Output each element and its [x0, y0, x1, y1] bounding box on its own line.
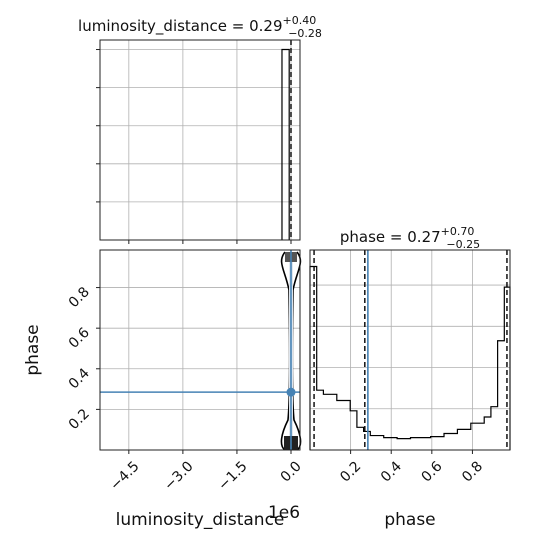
joint-contour-outer-right: [291, 251, 302, 451]
phase-hist-bars: [309, 265, 511, 450]
joint-offset-label: 1e6: [268, 503, 300, 523]
phase-hist-xtick-label-0: 0.2: [337, 458, 364, 485]
joint-ytick-label-0: 0.2: [66, 406, 93, 433]
joint-grid: [100, 250, 300, 450]
joint-xtick-label-3: 0.0: [278, 458, 305, 485]
phase-hist-xtick-label-3: 0.8: [459, 458, 486, 485]
lum-hist-panel: luminosity_distance = 0.29+0.40 −0.28: [78, 14, 322, 244]
phase-hist-title: phase = 0.27+0.70 −0.25: [340, 225, 480, 251]
lum-hist-frame: [99, 39, 301, 241]
joint-xtick-label-2: −1.5: [215, 458, 250, 493]
joint-truth-point: [286, 387, 296, 397]
lum-hist-ticks: [96, 49, 292, 244]
joint-contour-outer-left: [280, 251, 291, 451]
phase-hist-grid: [310, 250, 510, 450]
joint-xtick-label-1: −3.0: [161, 458, 196, 493]
lum-hist-grid: [100, 40, 300, 240]
phase-hist-xtick-label-2: 0.6: [419, 458, 446, 485]
joint-ticks: −4.5 −3.0 −1.5 0.0 0.2 0.4 0.6 0.8: [66, 284, 305, 494]
joint-xlabel: luminosity_distance: [116, 510, 285, 530]
joint-frame: [99, 249, 301, 451]
phase-hist-xtick-label-1: 0.4: [378, 458, 405, 485]
joint-ylabel: phase: [23, 324, 43, 375]
phase-hist-frame: [309, 249, 511, 451]
joint-ytick-label-1: 0.4: [66, 365, 93, 392]
joint-xtick-label-0: −4.5: [107, 458, 142, 493]
joint-ytick-label-3: 0.8: [66, 284, 93, 311]
lum-hist-title: luminosity_distance = 0.29+0.40 −0.28: [78, 14, 322, 40]
joint-ytick-label-2: 0.6: [66, 325, 93, 352]
phase-hist-ticks: 0.2 0.4 0.6 0.8: [337, 450, 486, 486]
lum-hist-bin-0: [281, 48, 290, 240]
lum-hist-bars: [281, 48, 290, 240]
phase-hist-quantile-lines: [313, 250, 508, 450]
joint-truth-lines: [100, 250, 300, 450]
joint-panel: −4.5 −3.0 −1.5 0.0 0.2 0.4 0.6 0.8 luminosity_d…: [23, 249, 305, 530]
phase-hist-panel: 0.2 0.4 0.6 0.8 phase phase = 0.27+0.70 −0.2…: [309, 225, 511, 530]
phase-hist-step: [309, 265, 511, 450]
phase-hist-xlabel: phase: [384, 510, 435, 530]
